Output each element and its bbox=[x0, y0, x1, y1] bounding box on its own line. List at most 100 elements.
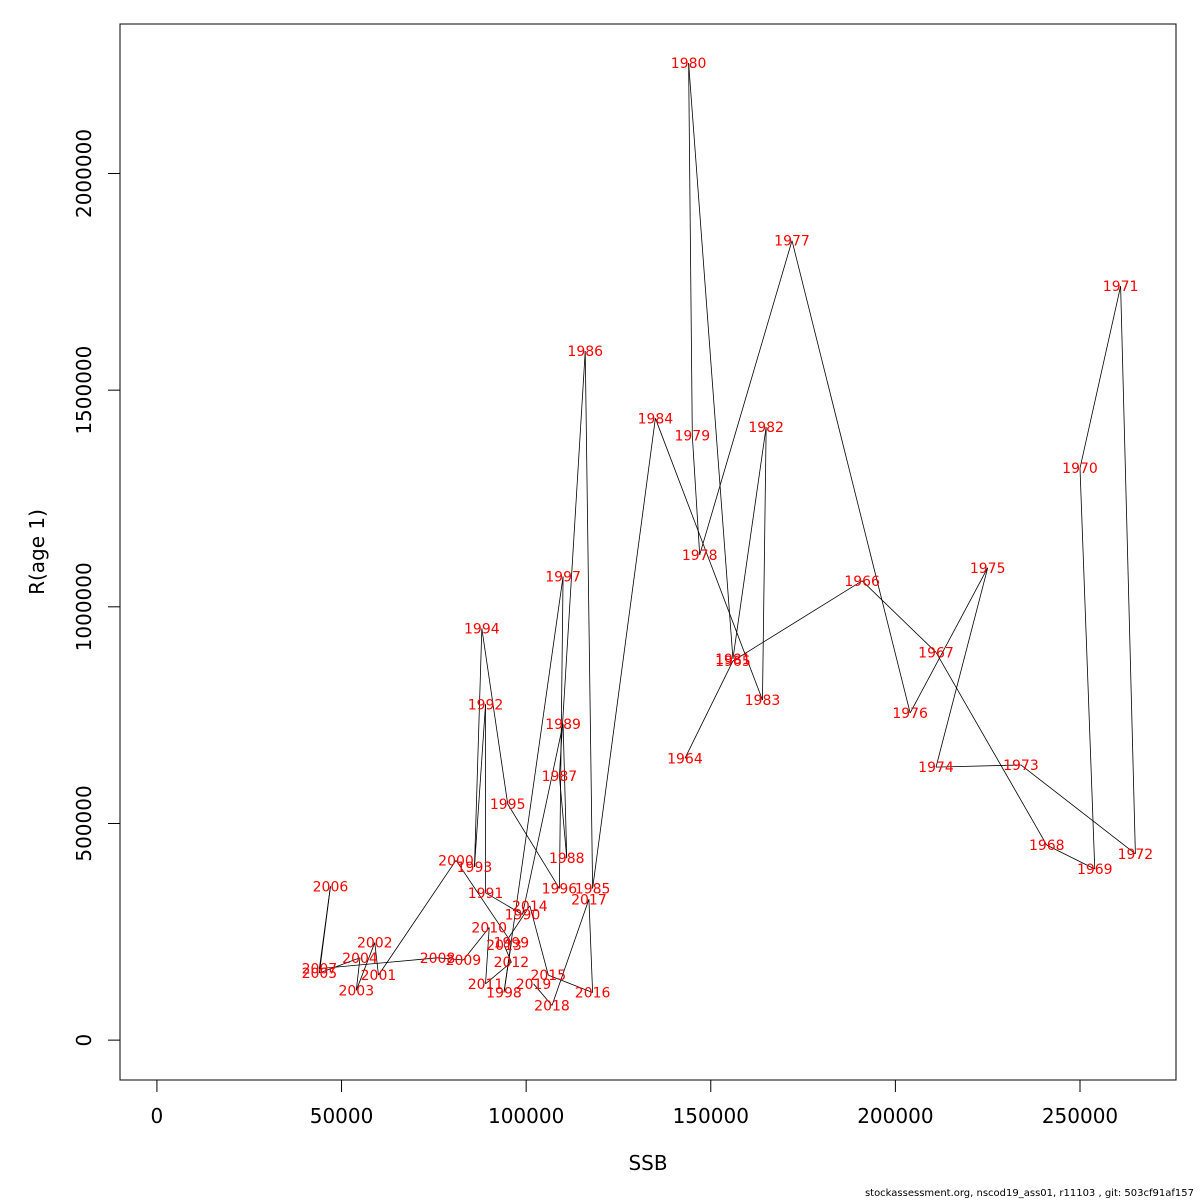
point-label-1979: 1979 bbox=[674, 429, 710, 445]
point-label-2018: 2018 bbox=[534, 998, 570, 1014]
point-label-1994: 1994 bbox=[464, 621, 500, 637]
point-label-1992: 1992 bbox=[468, 697, 504, 713]
point-label-1984: 1984 bbox=[638, 411, 674, 427]
point-label-1990: 1990 bbox=[505, 907, 541, 923]
series-segment bbox=[558, 351, 586, 776]
year-labels: 1964 1965 1966 1967 1968 1969 1970 1971 1972 1973… bbox=[302, 56, 1154, 1014]
series-segment bbox=[592, 418, 656, 889]
series-segment bbox=[684, 660, 734, 759]
x-tick-label: 250000 bbox=[1042, 1104, 1118, 1128]
point-label-2002: 2002 bbox=[357, 936, 393, 952]
point-label-2017: 2017 bbox=[571, 892, 607, 908]
series-segment bbox=[503, 944, 512, 963]
x-tick-label: 200000 bbox=[857, 1104, 933, 1128]
x-tick-label: 150000 bbox=[673, 1104, 749, 1128]
point-label-2007: 2007 bbox=[302, 962, 338, 978]
point-label-1977: 1977 bbox=[774, 234, 810, 250]
series-segment bbox=[909, 567, 989, 714]
series-segment bbox=[791, 240, 911, 714]
series-segment bbox=[318, 886, 331, 969]
series-segment bbox=[533, 983, 553, 1006]
series-segment bbox=[437, 957, 464, 961]
series-segment bbox=[481, 628, 509, 805]
series-segment bbox=[548, 974, 593, 993]
point-label-1980: 1980 bbox=[671, 56, 707, 72]
point-label-1991: 1991 bbox=[468, 886, 504, 902]
point-label-1970: 1970 bbox=[1062, 461, 1098, 477]
x-tick-label: 100000 bbox=[488, 1104, 564, 1128]
point-label-1987: 1987 bbox=[542, 769, 578, 785]
series-segment bbox=[562, 723, 568, 859]
y-axis: 0 500000 1000000 1500000 2000000 bbox=[72, 129, 121, 1047]
series-segment bbox=[485, 961, 512, 985]
series-segment bbox=[762, 426, 767, 700]
point-label-1967: 1967 bbox=[918, 645, 954, 661]
point-label-1972: 1972 bbox=[1118, 847, 1154, 863]
series-line bbox=[318, 62, 1136, 1006]
point-label-1983: 1983 bbox=[745, 693, 781, 709]
point-label-2016: 2016 bbox=[575, 985, 611, 1001]
series-segment bbox=[861, 580, 937, 653]
series-segment bbox=[1120, 286, 1136, 854]
point-label-1964: 1964 bbox=[667, 751, 703, 767]
series-segment bbox=[584, 351, 594, 889]
point-label-1968: 1968 bbox=[1029, 838, 1065, 854]
y-tick-label: 500000 bbox=[72, 785, 96, 861]
x-tick-label: 50000 bbox=[310, 1104, 374, 1128]
point-label-1981: 1981 bbox=[715, 652, 751, 668]
series-segment bbox=[503, 942, 512, 993]
series-segment bbox=[1020, 764, 1136, 855]
point-label-2019: 2019 bbox=[516, 977, 552, 993]
point-label-1986: 1986 bbox=[567, 344, 603, 360]
series-segment bbox=[691, 435, 701, 555]
point-label-1976: 1976 bbox=[892, 706, 928, 722]
series-segment bbox=[699, 240, 793, 555]
point-label-1973: 1973 bbox=[1003, 758, 1039, 774]
point-label-2015: 2015 bbox=[530, 968, 566, 984]
point-label-2014: 2014 bbox=[512, 899, 548, 915]
point-label-1998: 1998 bbox=[486, 985, 522, 1001]
point-label-1997: 1997 bbox=[545, 569, 581, 585]
y-tick-label: 2000000 bbox=[72, 129, 96, 218]
series-segment bbox=[551, 899, 590, 1006]
y-tick-label: 0 bbox=[72, 1034, 96, 1047]
series-segment bbox=[732, 426, 767, 659]
series-segment bbox=[463, 927, 490, 961]
point-label-2001: 2001 bbox=[361, 968, 397, 984]
point-label-2012: 2012 bbox=[494, 955, 530, 971]
series-segment bbox=[507, 803, 560, 889]
series-segment bbox=[935, 567, 989, 768]
point-label-1975: 1975 bbox=[970, 561, 1006, 577]
point-label-1995: 1995 bbox=[490, 797, 526, 813]
series-segment bbox=[655, 418, 763, 701]
series-segment bbox=[485, 927, 490, 984]
series-segment bbox=[374, 942, 379, 976]
point-label-1996: 1996 bbox=[542, 881, 578, 897]
plot-frame bbox=[119, 23, 1177, 1081]
x-axis-title: SSB bbox=[628, 1151, 667, 1175]
point-label-2004: 2004 bbox=[342, 951, 378, 967]
point-label-2013: 2013 bbox=[486, 938, 522, 954]
series-segment bbox=[935, 764, 1021, 768]
point-label-1989: 1989 bbox=[545, 717, 581, 733]
point-label-2010: 2010 bbox=[471, 920, 507, 936]
point-label-2009: 2009 bbox=[446, 953, 482, 969]
point-label-1982: 1982 bbox=[748, 420, 784, 436]
series-segment bbox=[319, 957, 361, 974]
x-tick-label: 0 bbox=[151, 1104, 164, 1128]
point-label-1969: 1969 bbox=[1077, 862, 1113, 878]
point-label-1971: 1971 bbox=[1103, 279, 1139, 295]
footer-credit: stockassessment.org, nscod19_ass01, r111… bbox=[864, 1188, 1194, 1199]
series-segment bbox=[1079, 468, 1096, 869]
point-label-1978: 1978 bbox=[682, 548, 718, 564]
point-label-1993: 1993 bbox=[457, 860, 493, 876]
series-segment bbox=[474, 628, 483, 867]
series-segment bbox=[522, 723, 564, 915]
series-segment bbox=[485, 892, 523, 915]
point-label-1965: 1965 bbox=[715, 654, 751, 670]
series-segment bbox=[319, 957, 438, 970]
point-label-2006: 2006 bbox=[313, 879, 349, 895]
series-segment bbox=[588, 899, 594, 993]
series-segment bbox=[1079, 286, 1122, 469]
